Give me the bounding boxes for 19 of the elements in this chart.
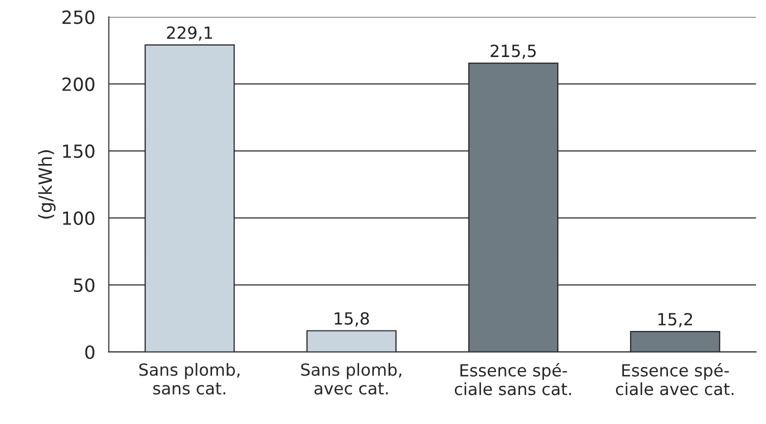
- data-label: 15,8: [334, 312, 369, 326]
- data-label: 15,2: [658, 312, 692, 328]
- y-tick-label: 250: [62, 10, 94, 24]
- y-tick-label: 50: [74, 278, 94, 292]
- bar: [468, 62, 558, 352]
- y-tick-label: 200: [62, 77, 94, 92]
- x-tick-label: Sans plomb, sans cat.: [139, 363, 240, 395]
- data-label: 215,5: [490, 44, 536, 59]
- y-tick-label: 100: [63, 211, 94, 226]
- y-tick-label: 0: [85, 345, 94, 360]
- x-tick-label: Essence spé- ciale avec cat.: [616, 363, 734, 396]
- bar: [630, 331, 720, 352]
- data-label: 229,1: [167, 26, 212, 41]
- bar: [306, 330, 397, 352]
- x-tick-label: Essence spé- ciale sans cat.: [454, 363, 571, 396]
- x-tick-label: Sans plomb, avec cat.: [301, 363, 402, 395]
- y-tick-label: 150: [63, 144, 94, 158]
- bar: [144, 44, 235, 352]
- y-axis-title: (g/kWh): [38, 150, 56, 219]
